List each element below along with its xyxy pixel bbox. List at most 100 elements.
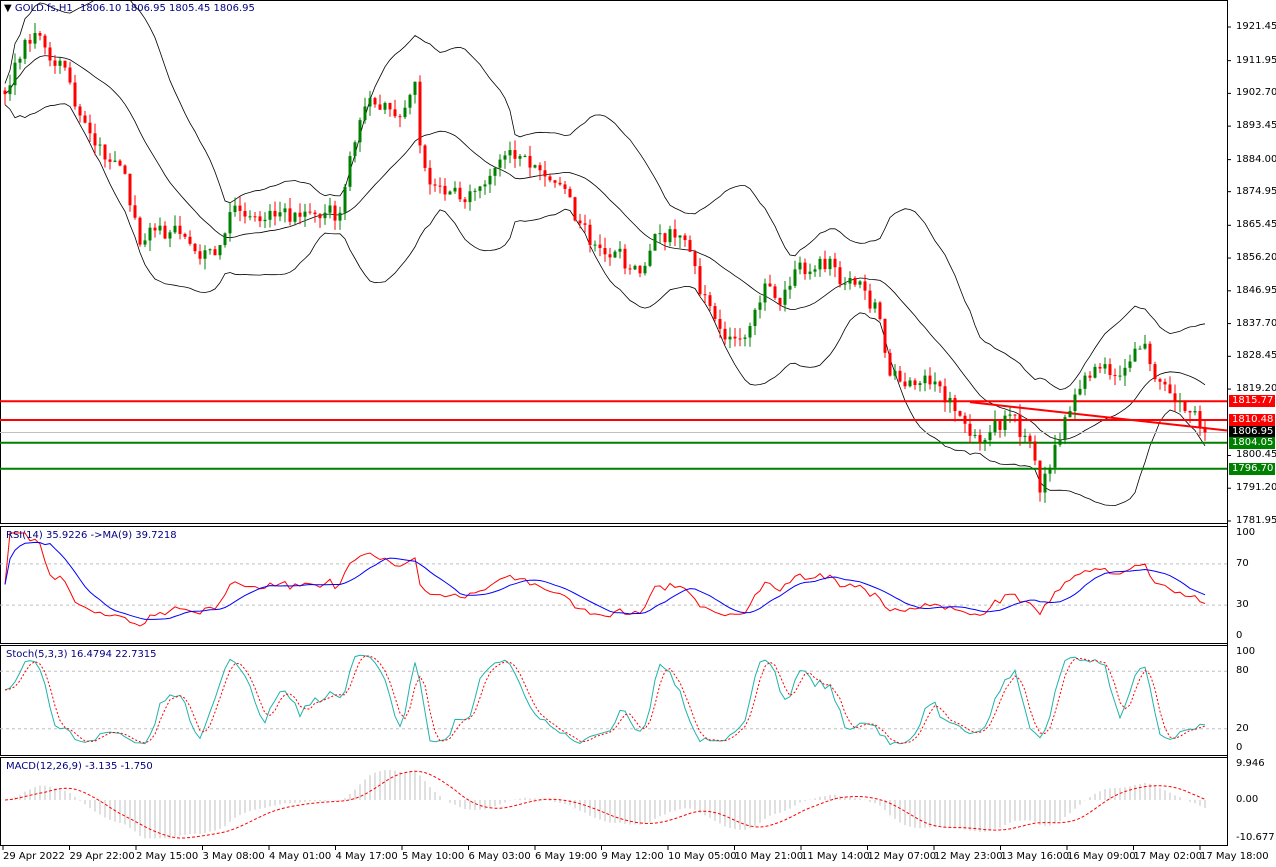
candle-body (708, 295, 712, 307)
candle-body (1023, 435, 1027, 437)
price-axis-label: 1884.00 (1236, 153, 1276, 165)
candle-body (503, 155, 507, 160)
candle-body (473, 190, 477, 192)
price-axis-label: 1781.95 (1236, 514, 1276, 526)
candle-body (513, 150, 517, 159)
candle-body (433, 184, 437, 186)
candle-body (568, 188, 572, 198)
price-tag-current: 1806.95 (1229, 426, 1275, 439)
bollinger-lower-band (4, 103, 1206, 507)
candle-body (288, 208, 292, 222)
candle-body (818, 258, 822, 270)
candle-body (218, 245, 222, 256)
candle-body (273, 210, 277, 217)
candle-body (823, 258, 827, 270)
pane-frame-1 (0, 526, 1228, 644)
candle-body (1093, 366, 1097, 378)
candle-body (948, 397, 952, 403)
rsi-axis-label: 100 (1236, 527, 1256, 538)
candle-body (583, 223, 587, 225)
candle-body (788, 285, 792, 290)
candle-body (173, 225, 177, 233)
time-axis-label: 17 May 18:00 (1200, 851, 1269, 862)
rsi-label: RSI(14) 35.9226 ->MA(9) 39.7218 (6, 530, 177, 541)
candle-body (258, 216, 262, 222)
candle-body (458, 187, 462, 200)
price-axis-label: 1902.70 (1236, 87, 1276, 99)
candle-body (873, 302, 877, 309)
candle-body (943, 386, 947, 403)
candle-body (553, 180, 557, 183)
price-axis-label: 1837.70 (1236, 317, 1276, 329)
candle-body (1018, 414, 1022, 437)
bollinger-upper-band (4, 0, 1206, 391)
time-axis-label: 3 May 08:00 (202, 851, 265, 862)
dropdown-triangle-icon[interactable]: ▼ (4, 3, 12, 14)
candle-body (243, 210, 247, 217)
stoch-axis-label: 0 (1236, 742, 1243, 753)
candle-body (603, 248, 607, 255)
time-axis-label: 5 May 10:00 (402, 851, 465, 862)
candle-body (898, 370, 902, 382)
price-axis-label: 1846.95 (1236, 284, 1276, 296)
price-axis-label: 1828.45 (1236, 350, 1276, 362)
candle-body (278, 212, 282, 217)
candle-body (323, 212, 327, 219)
candle-body (558, 182, 562, 185)
candle-body (78, 106, 82, 116)
candle-body (593, 244, 597, 246)
candle-body (1063, 417, 1067, 440)
candle-body (1058, 439, 1062, 445)
candle-body (1078, 388, 1082, 395)
candle-body (633, 265, 637, 270)
candle-body (833, 258, 837, 268)
pane-frame-2 (0, 645, 1228, 756)
candle-body (8, 85, 12, 95)
candle-body (493, 167, 497, 176)
candle-body (228, 212, 232, 234)
time-axis-label: 10 May 21:00 (734, 851, 804, 862)
candle-body (988, 432, 992, 441)
candle-body (888, 352, 892, 376)
candle-body (68, 67, 72, 83)
candle-body (318, 214, 322, 219)
pane-frame-0 (0, 0, 1228, 524)
candle-body (538, 165, 542, 171)
candle-body (703, 294, 707, 296)
price-tag-r1: 1815.77 (1229, 395, 1275, 408)
symbol-label: GOLD.fs,H1 (14, 3, 73, 14)
candle-body (743, 337, 747, 339)
candle-body (863, 281, 867, 291)
price-axis-label: 1865.45 (1236, 219, 1276, 231)
candle-body (443, 185, 447, 195)
candle-body (378, 104, 382, 110)
candle-body (1118, 375, 1122, 377)
candle-body (518, 156, 522, 159)
ohlc-values: 1806.10 1806.95 1805.45 1806.95 (79, 3, 255, 14)
candle-body (193, 243, 197, 252)
rsi-axis-label: 30 (1236, 599, 1249, 611)
candle-body (338, 212, 342, 221)
candle-body (523, 155, 527, 157)
candle-body (728, 336, 732, 340)
candle-body (203, 250, 207, 259)
candle-body (598, 244, 602, 249)
candle-body (1108, 364, 1112, 376)
rsi-axis-label: 70 (1236, 557, 1249, 569)
candle-body (498, 159, 502, 168)
candle-body (638, 265, 642, 274)
candle-body (348, 156, 352, 187)
time-axis-label: 16 May 09:00 (1067, 851, 1136, 862)
time-axis-label: 12 May 07:00 (867, 851, 937, 862)
candle-body (1203, 427, 1207, 433)
stoch-label: Stoch(5,3,3) 16.4794 22.7315 (6, 649, 157, 660)
candle-body (508, 150, 512, 156)
candle-body (673, 229, 677, 238)
candle-body (913, 380, 917, 386)
candle-body (268, 210, 272, 220)
candle-body (618, 248, 622, 252)
candle-body (213, 249, 217, 256)
candle-body (98, 144, 102, 146)
rsi-line (4, 532, 1206, 627)
